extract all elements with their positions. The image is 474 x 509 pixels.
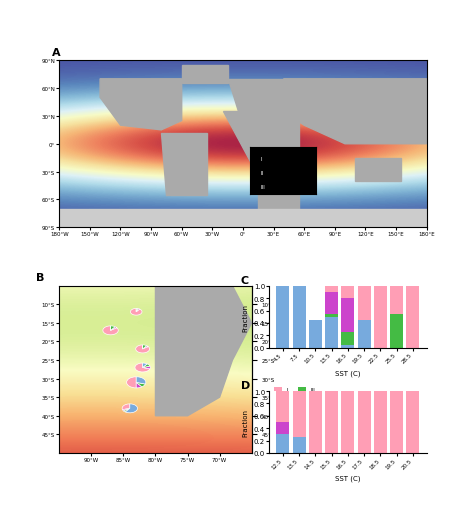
Polygon shape — [284, 79, 427, 145]
Wedge shape — [136, 345, 150, 353]
Wedge shape — [136, 377, 146, 384]
Bar — [309, 320, 322, 348]
Bar — [276, 435, 289, 453]
Text: B: B — [36, 273, 45, 283]
Bar — [276, 391, 289, 422]
Bar — [292, 286, 306, 348]
Wedge shape — [136, 383, 142, 388]
Polygon shape — [161, 133, 207, 195]
Bar — [358, 391, 371, 453]
Wedge shape — [136, 309, 138, 312]
Wedge shape — [136, 383, 146, 387]
Wedge shape — [136, 309, 140, 312]
Polygon shape — [182, 66, 228, 84]
Bar — [374, 286, 387, 348]
Wedge shape — [127, 377, 136, 388]
Wedge shape — [110, 327, 117, 331]
Bar — [390, 314, 403, 348]
Wedge shape — [143, 345, 147, 349]
Bar — [358, 320, 371, 348]
Wedge shape — [143, 364, 150, 368]
Bar — [406, 391, 419, 453]
Bar — [309, 391, 322, 453]
Y-axis label: Fraction: Fraction — [242, 408, 248, 436]
Wedge shape — [143, 346, 148, 349]
Wedge shape — [124, 409, 130, 412]
Text: D: D — [241, 380, 250, 390]
Polygon shape — [100, 79, 182, 131]
Bar — [325, 292, 338, 314]
Wedge shape — [125, 404, 137, 413]
Bar — [325, 317, 338, 348]
Text: 0: 0 — [59, 231, 63, 236]
Text: C: C — [241, 275, 249, 285]
Wedge shape — [143, 363, 147, 368]
X-axis label: SST (C): SST (C) — [335, 370, 361, 376]
Bar — [374, 391, 387, 453]
Bar — [390, 286, 403, 314]
Wedge shape — [103, 326, 118, 335]
Bar — [406, 286, 419, 348]
Bar — [341, 391, 355, 453]
Bar — [341, 286, 355, 299]
Text: A: A — [52, 48, 61, 58]
Wedge shape — [122, 404, 130, 410]
Bar — [390, 391, 403, 453]
Wedge shape — [110, 326, 115, 331]
Legend: I, Ib, III, II: I, Ib, III, II — [272, 385, 318, 402]
Bar — [341, 345, 355, 348]
Text: SST  °C: SST °C — [233, 242, 253, 247]
Polygon shape — [228, 79, 284, 112]
Wedge shape — [143, 366, 150, 369]
Bar — [358, 286, 371, 320]
Wedge shape — [122, 409, 130, 411]
Polygon shape — [258, 177, 299, 209]
Y-axis label: Fraction: Fraction — [242, 303, 248, 331]
Wedge shape — [130, 309, 142, 316]
Bar — [341, 332, 355, 345]
Bar — [325, 314, 338, 317]
Polygon shape — [355, 158, 401, 182]
Bar — [276, 422, 289, 435]
Polygon shape — [59, 209, 427, 228]
Wedge shape — [135, 363, 150, 372]
Bar — [325, 391, 338, 453]
Polygon shape — [155, 286, 252, 416]
Bar — [325, 286, 338, 292]
Bar — [292, 438, 306, 453]
Bar — [341, 299, 355, 332]
Bar — [292, 391, 306, 438]
Bar — [276, 286, 289, 348]
X-axis label: SST (C): SST (C) — [335, 475, 361, 482]
Polygon shape — [222, 112, 299, 177]
